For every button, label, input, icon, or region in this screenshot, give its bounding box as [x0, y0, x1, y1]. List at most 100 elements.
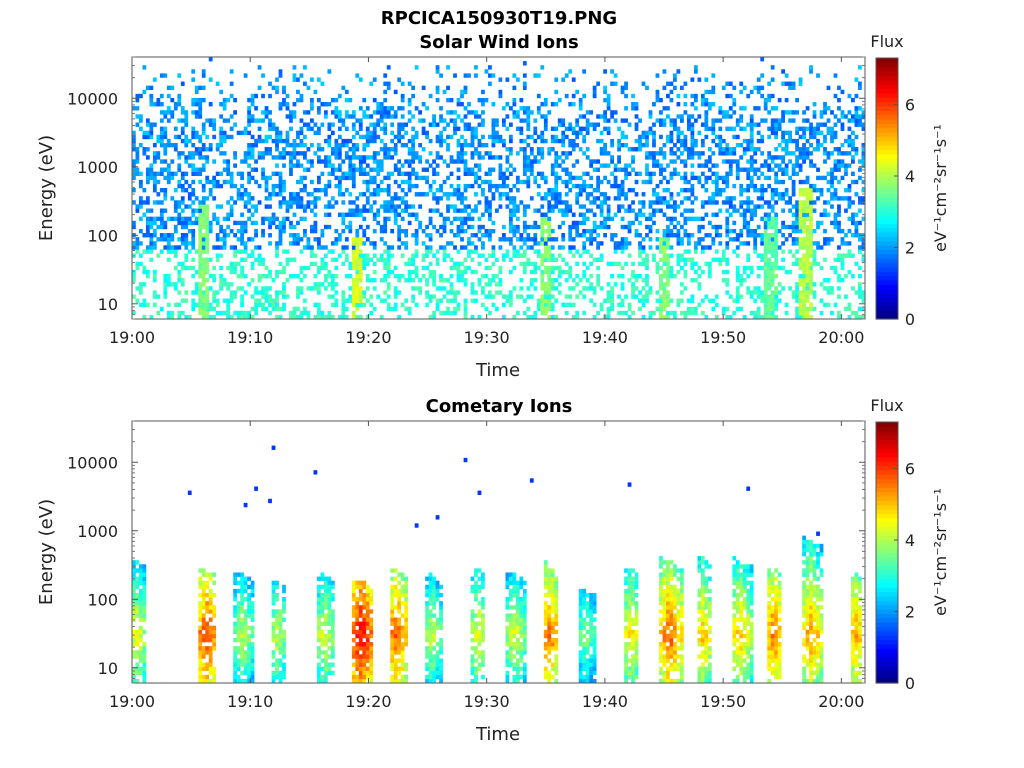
- heatmap-cell: [481, 302, 485, 308]
- heatmap-cell: [578, 147, 583, 152]
- heatmap-cell: [386, 65, 391, 70]
- heatmap-cell: [198, 241, 203, 246]
- heatmap-cell: [163, 192, 168, 197]
- heatmap-cell: [760, 298, 765, 303]
- heatmap-cell: [180, 138, 185, 144]
- heatmap-cell: [732, 237, 737, 242]
- heatmap-cell: [735, 265, 740, 271]
- heatmap-cell: [561, 269, 566, 275]
- heatmap-cell: [344, 97, 349, 103]
- heatmap-cell: [809, 241, 813, 246]
- heatmap-cell: [327, 155, 332, 160]
- heatmap-cell: [774, 220, 779, 226]
- heatmap-cell: [760, 192, 765, 197]
- heatmap-cell: [795, 97, 799, 103]
- heatmap-cell: [683, 102, 688, 107]
- heatmap-cell: [247, 237, 251, 242]
- heatmap-cell: [425, 224, 429, 230]
- heatmap-cell: [802, 306, 806, 312]
- heatmap-cell: [620, 245, 625, 250]
- heatmap-cell: [774, 147, 779, 152]
- heatmap-cell: [847, 200, 852, 205]
- heatmap-cell: [554, 286, 559, 291]
- heatmap-cell: [278, 179, 283, 185]
- heatmap-cell: [306, 122, 311, 127]
- heatmap-cell: [177, 97, 182, 103]
- heatmap-cell: [198, 245, 203, 250]
- heatmap-cell: [198, 171, 203, 177]
- heatmap-cell: [310, 224, 314, 230]
- heatmap-cell: [145, 302, 150, 308]
- heatmap-cell: [798, 294, 803, 299]
- heatmap-cell: [536, 147, 541, 152]
- heatmap-cell: [721, 175, 726, 181]
- heatmap-cell: [407, 171, 412, 177]
- heatmap-cell: [351, 265, 356, 271]
- heatmap-cell: [296, 220, 300, 226]
- heatmap-cell: [180, 265, 185, 271]
- heatmap-cell: [386, 302, 391, 308]
- heatmap-cell: [652, 220, 656, 226]
- heatmap-cell: [645, 179, 649, 185]
- heatmap-cell: [271, 220, 276, 226]
- heatmap-cell: [501, 106, 506, 111]
- heatmap-cell: [686, 188, 691, 193]
- heatmap-cell: [383, 122, 388, 127]
- heatmap-cell: [617, 159, 621, 164]
- heatmap-cell: [156, 253, 161, 258]
- heatmap-cell: [655, 261, 660, 267]
- heatmap-cell: [564, 269, 569, 275]
- heatmap-cell: [536, 253, 541, 258]
- heatmap-cell: [690, 77, 695, 82]
- heatmap-cell: [697, 163, 702, 168]
- heatmap-cell: [292, 310, 297, 316]
- heatmap-cell: [282, 102, 286, 107]
- heatmap-cell: [837, 196, 841, 201]
- heatmap-cell: [686, 114, 691, 119]
- heatmap-cell: [369, 310, 374, 316]
- heatmap-cell: [418, 278, 423, 283]
- heatmap-cell: [344, 257, 349, 262]
- heatmap-cell: [184, 241, 189, 246]
- heatmap-cell: [198, 261, 203, 267]
- heatmap-cell: [508, 106, 513, 111]
- heatmap-cell: [135, 261, 140, 267]
- heatmap-cell: [334, 155, 339, 160]
- heatmap-cell: [299, 237, 304, 242]
- heatmap-cell: [763, 188, 768, 193]
- heatmap-cell: [809, 269, 813, 275]
- heatmap-cell: [323, 114, 328, 119]
- heatmap-cell: [145, 224, 150, 230]
- heatmap-cell: [659, 196, 663, 201]
- heatmap-cell: [627, 306, 632, 312]
- heatmap-cell: [746, 233, 751, 238]
- heatmap-cell: [610, 110, 614, 115]
- heatmap-cell: [620, 85, 625, 91]
- heatmap-cell: [233, 163, 238, 168]
- heatmap-cell: [833, 224, 838, 230]
- heatmap-cell: [460, 134, 464, 140]
- heatmap-cell: [711, 212, 716, 217]
- heatmap-cell: [826, 241, 831, 246]
- heatmap-cell: [439, 286, 443, 291]
- heatmap-cell: [686, 179, 691, 185]
- heatmap-cell: [645, 155, 649, 160]
- heatmap-cell: [508, 224, 513, 230]
- heatmap-cell: [770, 310, 775, 316]
- heatmap-cell: [624, 208, 628, 213]
- heatmap-cell: [575, 249, 580, 254]
- heatmap-cell: [739, 183, 744, 189]
- heatmap-cell: [348, 298, 353, 303]
- heatmap-cell: [282, 183, 286, 189]
- heatmap-cell: [659, 306, 663, 312]
- heatmap-cell: [425, 245, 429, 250]
- heatmap-cell: [686, 147, 691, 152]
- heatmap-cell: [275, 314, 279, 320]
- heatmap-cell: [788, 208, 792, 213]
- heatmap-cell: [505, 253, 510, 258]
- heatmap-cell: [393, 290, 398, 295]
- heatmap-cell: [271, 138, 276, 144]
- heatmap-cell: [802, 241, 806, 246]
- heatmap-cell: [812, 114, 817, 119]
- heatmap-cell: [753, 183, 758, 189]
